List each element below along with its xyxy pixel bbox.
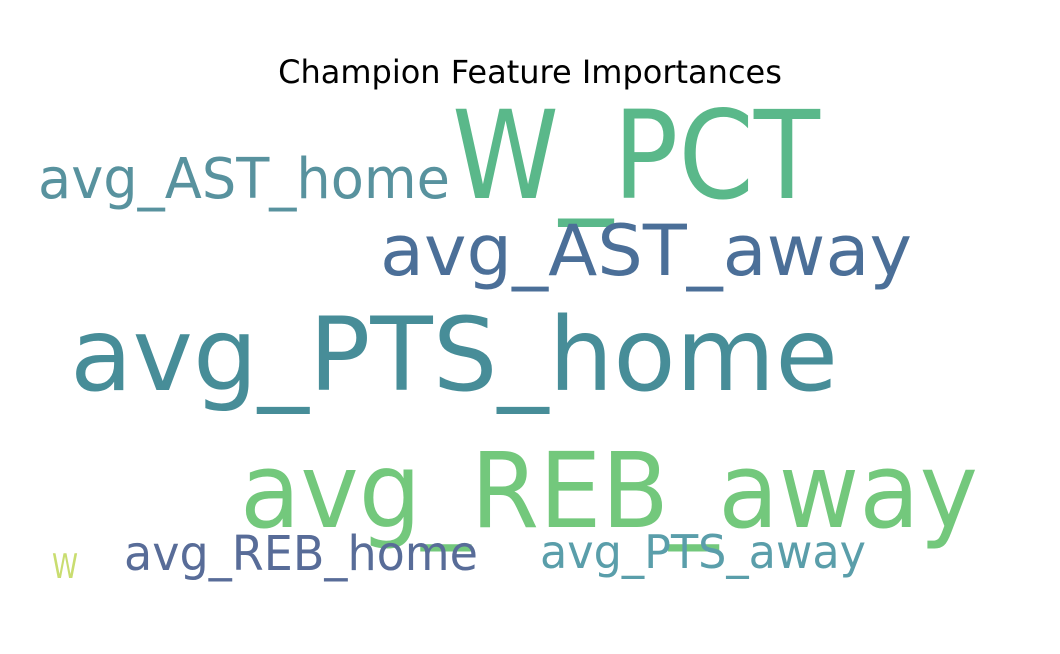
word-avg-reb-home: avg_REB_home	[124, 526, 478, 582]
word-avg-ast-home: avg_AST_home	[38, 147, 450, 212]
word-avg-reb-away: avg_REB_away	[240, 430, 978, 552]
word-w-pct: W_PCT	[452, 85, 820, 227]
chart-title: Champion Feature Importances	[278, 53, 782, 91]
word-avg-pts-home: avg_PTS_home	[70, 296, 838, 415]
word-w: W	[52, 547, 78, 587]
word-avg-ast-away: avg_AST_away	[380, 210, 912, 292]
word-avg-pts-away: avg_PTS_away	[540, 525, 866, 579]
